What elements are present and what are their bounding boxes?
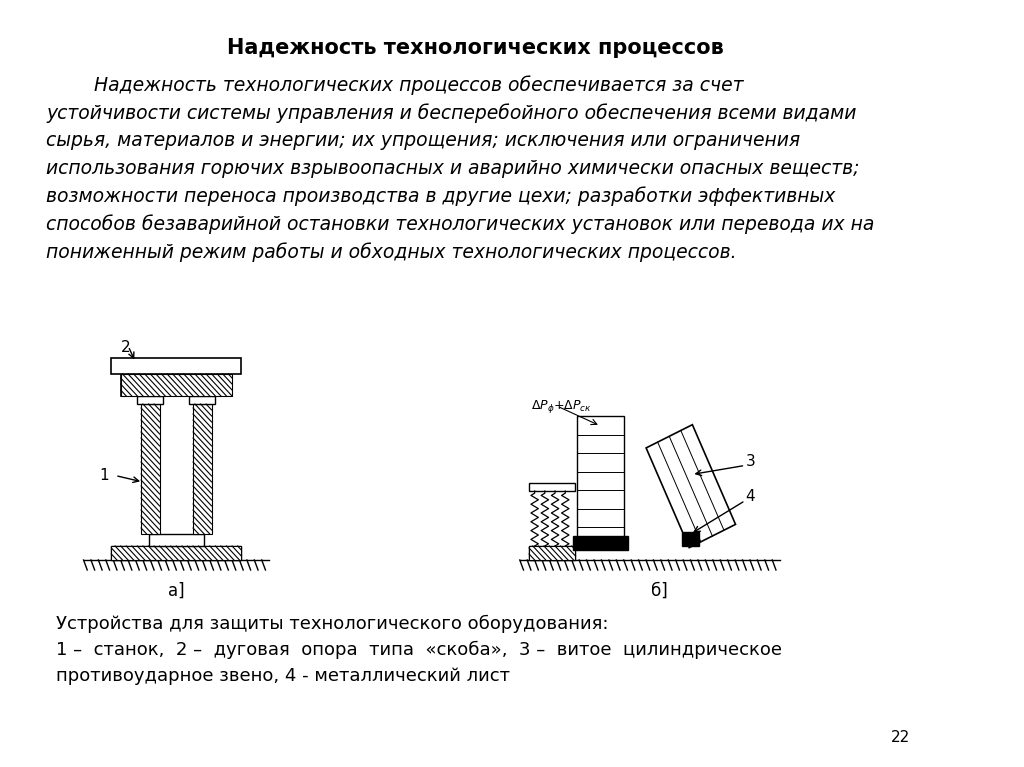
Bar [137,396,164,404]
Bar [572,536,629,550]
Text: а]: а] [168,582,184,600]
Bar [189,396,215,404]
Bar [194,404,212,534]
Text: Надежность технологических процессов обеспечивается за счет
устойчивости системы: Надежность технологических процессов обе… [46,75,874,262]
Bar [141,404,160,534]
Bar [121,374,232,396]
Text: б]: б] [650,582,668,600]
Bar [529,546,575,560]
Bar [529,546,575,560]
Text: Устройства для защиты технологического оборудования:: Устройства для защиты технологического о… [55,615,608,634]
Text: Надежность технологических процессов: Надежность технологических процессов [227,38,724,58]
Bar [112,546,242,560]
Bar [578,416,624,546]
Bar [148,534,204,546]
Text: 1 –  станок,  2 –  дуговая  опора  типа  «скоба»,  3 –  витое  цилиндрическое: 1 – станок, 2 – дуговая опора типа «скоб… [55,641,781,660]
Text: противоударное звено, 4 - металлический лист: противоударное звено, 4 - металлический … [55,667,510,685]
Text: 4: 4 [745,489,755,504]
Bar [682,532,699,546]
Text: 1: 1 [99,468,109,483]
Bar [529,483,575,491]
Bar [112,546,242,560]
Text: $\Delta P_{\phi}$$+\Delta P_{cк}$: $\Delta P_{\phi}$$+\Delta P_{cк}$ [530,398,592,415]
Text: 3: 3 [745,454,755,469]
Bar [112,358,242,374]
Text: 2: 2 [121,340,130,355]
Bar [121,374,232,396]
Polygon shape [646,425,735,548]
Text: 22: 22 [891,730,909,745]
